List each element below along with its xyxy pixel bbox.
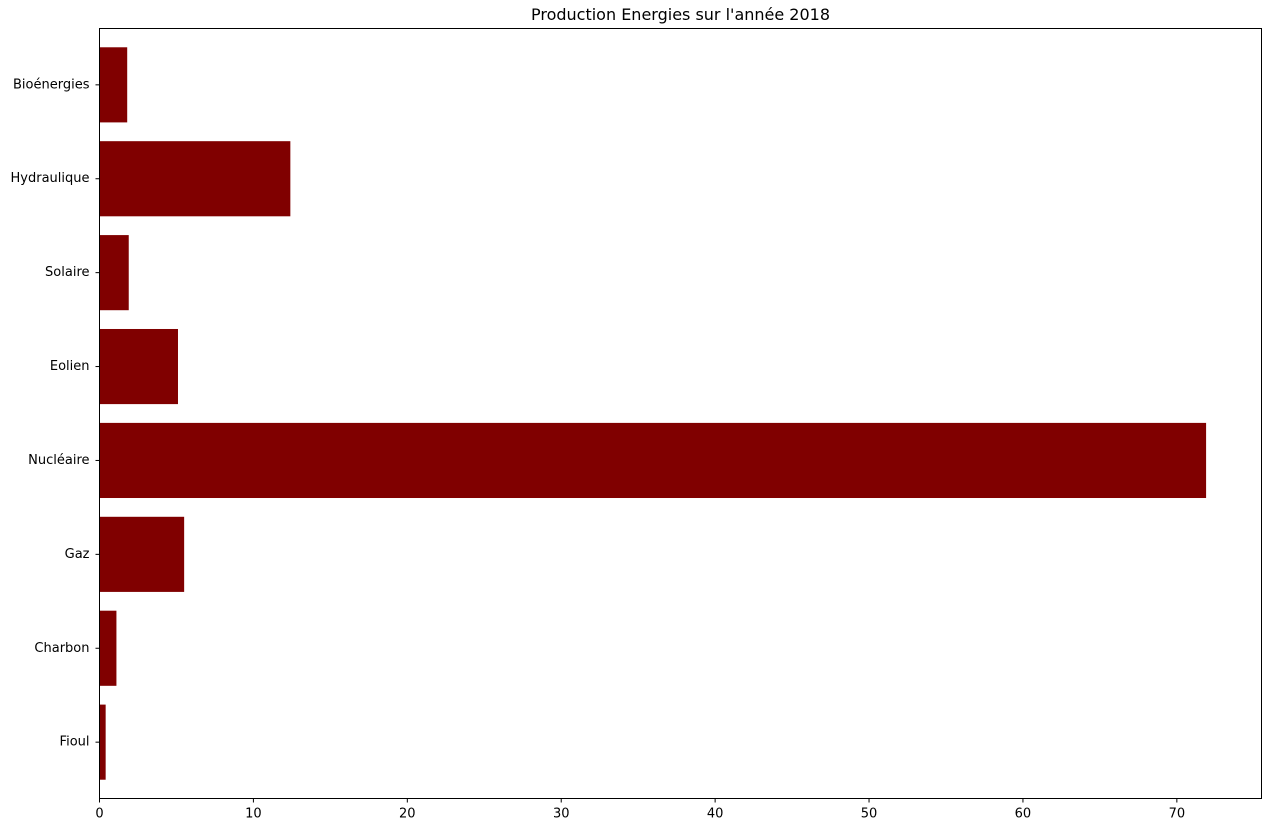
bar-charbon bbox=[99, 610, 117, 686]
bar-hydraulique bbox=[99, 141, 291, 217]
bar-gaz bbox=[99, 516, 185, 592]
x-tick-label: 0 bbox=[95, 807, 103, 822]
x-axis: 0 10 20 30 40 50 60 70 bbox=[95, 798, 1186, 822]
bar-fioul bbox=[99, 704, 106, 780]
y-tick-label: Hydraulique bbox=[11, 171, 90, 186]
x-tick-label: 20 bbox=[399, 807, 416, 822]
x-tick-label: 70 bbox=[1169, 807, 1186, 822]
y-tick-label: Eolien bbox=[50, 359, 90, 374]
x-tick-label: 30 bbox=[553, 807, 570, 822]
y-axis: Fioul Charbon Gaz Nucléaire Eolien Solaire Hyd… bbox=[11, 77, 100, 750]
chart-title: Production Energies sur l'année 2018 bbox=[531, 5, 830, 24]
y-tick-label: Bioénergies bbox=[13, 77, 90, 92]
bar-bioenergies bbox=[99, 47, 128, 123]
bar-solaire bbox=[99, 235, 129, 311]
y-tick-label: Fioul bbox=[60, 735, 90, 750]
x-tick-label: 60 bbox=[1015, 807, 1032, 822]
y-tick-label: Charbon bbox=[34, 641, 89, 656]
bar-nucleaire bbox=[99, 422, 1207, 499]
y-tick-label: Gaz bbox=[65, 547, 90, 562]
x-tick-label: 50 bbox=[861, 807, 878, 822]
x-tick-label: 10 bbox=[245, 807, 262, 822]
plot-area-frame bbox=[99, 28, 1262, 799]
x-tick-label: 40 bbox=[707, 807, 724, 822]
bars-group bbox=[99, 47, 1207, 780]
y-tick-label: Solaire bbox=[45, 265, 89, 280]
bar-eolien bbox=[99, 328, 178, 405]
y-tick-label: Nucléaire bbox=[28, 453, 89, 468]
